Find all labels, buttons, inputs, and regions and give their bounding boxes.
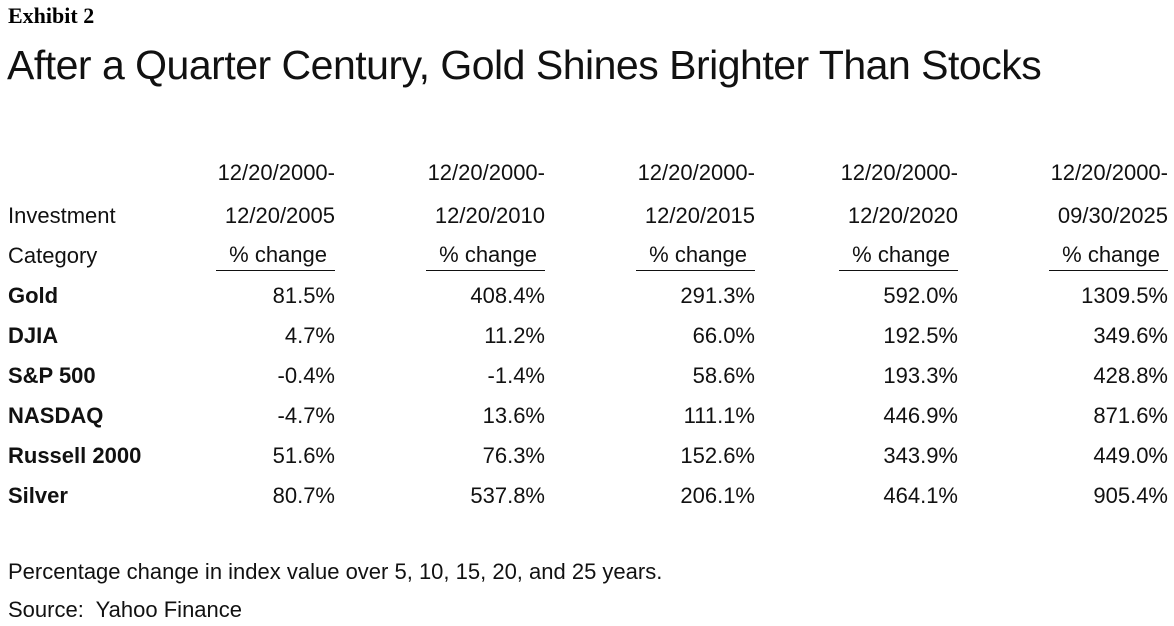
value-cell: 343.9%: [883, 443, 958, 468]
value-cell: 80.7%: [272, 483, 335, 508]
range-end-cell: 12/20/2015: [644, 203, 755, 228]
value-cell: 449.0%: [1093, 443, 1168, 468]
measure-cell: % change: [958, 236, 1168, 276]
value-cell: 66.0%: [692, 323, 755, 348]
value-cell: 152.6%: [680, 443, 755, 468]
value-cell: 464.1%: [883, 483, 958, 508]
measure-cell: % change: [755, 236, 958, 276]
value-cell: 291.3%: [680, 283, 755, 308]
range-start-cell: 12/20/2000-: [1050, 160, 1168, 185]
exhibit-label: Exhibit 2: [8, 3, 95, 28]
returns-table: 12/20/2000- 12/20/2000- 12/20/2000- 12/2…: [0, 150, 1168, 516]
range-end-cell: 09/30/2025: [1057, 203, 1168, 228]
percent-change-header: % change: [1049, 242, 1168, 271]
table-row-silver: Silver 80.7% 537.8% 206.1% 464.1% 905.4%: [0, 476, 1168, 516]
footnote-description: Percentage change in index value over 5,…: [8, 559, 663, 584]
value-cell: 408.4%: [470, 283, 545, 308]
range-end-cell: 12/20/2010: [434, 203, 545, 228]
value-cell: -1.4%: [487, 363, 545, 388]
value-cell: 58.6%: [692, 363, 755, 388]
table-row-gold: Gold 81.5% 408.4% 291.3% 592.0% 1309.5%: [0, 276, 1168, 316]
range-end-cell: 12/20/2005: [224, 203, 335, 228]
value-cell: 13.6%: [482, 403, 545, 428]
value-cell: -0.4%: [277, 363, 335, 388]
measure-cell: % change: [335, 236, 545, 276]
value-cell: 537.8%: [470, 483, 545, 508]
value-cell: 428.8%: [1093, 363, 1168, 388]
value-cell: 1309.5%: [1081, 283, 1168, 308]
range-start-cell: 12/20/2000-: [217, 160, 335, 185]
value-cell: 81.5%: [272, 283, 335, 308]
row-label: S&P 500: [8, 363, 96, 388]
percent-change-header: % change: [636, 242, 755, 271]
header-row-dates: Investment 12/20/2005 12/20/2010 12/20/2…: [0, 196, 1168, 236]
value-cell: 349.6%: [1093, 323, 1168, 348]
row-header-line2: Category: [8, 243, 98, 268]
row-header-line1: Investment: [8, 203, 116, 228]
row-label: Gold: [8, 283, 59, 308]
header-stub-empty: [0, 150, 160, 196]
value-cell: 192.5%: [883, 323, 958, 348]
row-label: Russell 2000: [8, 443, 142, 468]
value-cell: 446.9%: [883, 403, 958, 428]
row-label: NASDAQ: [8, 403, 104, 428]
value-cell: 111.1%: [683, 403, 755, 428]
row-label: Silver: [8, 483, 68, 508]
value-cell: 193.3%: [883, 363, 958, 388]
value-cell: 51.6%: [272, 443, 335, 468]
value-cell: 905.4%: [1093, 483, 1168, 508]
page-title: After a Quarter Century, Gold Shines Bri…: [7, 42, 1042, 88]
header-row-range: 12/20/2000- 12/20/2000- 12/20/2000- 12/2…: [0, 150, 1168, 196]
footnote-source: Source: Yahoo Finance: [8, 597, 243, 622]
range-start-cell: 12/20/2000-: [427, 160, 545, 185]
value-cell: 206.1%: [680, 483, 755, 508]
table-row-nasdaq: NASDAQ -4.7% 13.6% 111.1% 446.9% 871.6%: [0, 396, 1168, 436]
value-cell: 4.7%: [284, 323, 335, 348]
measure-cell: % change: [545, 236, 755, 276]
value-cell: 592.0%: [883, 283, 958, 308]
value-cell: -4.7%: [277, 403, 335, 428]
table-row-russell2000: Russell 2000 51.6% 76.3% 152.6% 343.9% 4…: [0, 436, 1168, 476]
table-row-sp500: S&P 500 -0.4% -1.4% 58.6% 193.3% 428.8%: [0, 356, 1168, 396]
range-end-cell: 12/20/2020: [847, 203, 958, 228]
measure-cell: % change: [160, 236, 335, 276]
range-start-cell: 12/20/2000-: [637, 160, 755, 185]
header-row-measure: Category % change % change % change % ch…: [0, 236, 1168, 276]
value-cell: 871.6%: [1093, 403, 1168, 428]
row-label: DJIA: [8, 323, 59, 348]
value-cell: 76.3%: [482, 443, 545, 468]
percent-change-header: % change: [839, 242, 958, 271]
percent-change-header: % change: [216, 242, 335, 271]
percent-change-header: % change: [426, 242, 545, 271]
value-cell: 11.2%: [484, 323, 545, 348]
range-start-cell: 12/20/2000-: [840, 160, 958, 185]
table-row-djia: DJIA 4.7% 11.2% 66.0% 192.5% 349.6%: [0, 316, 1168, 356]
